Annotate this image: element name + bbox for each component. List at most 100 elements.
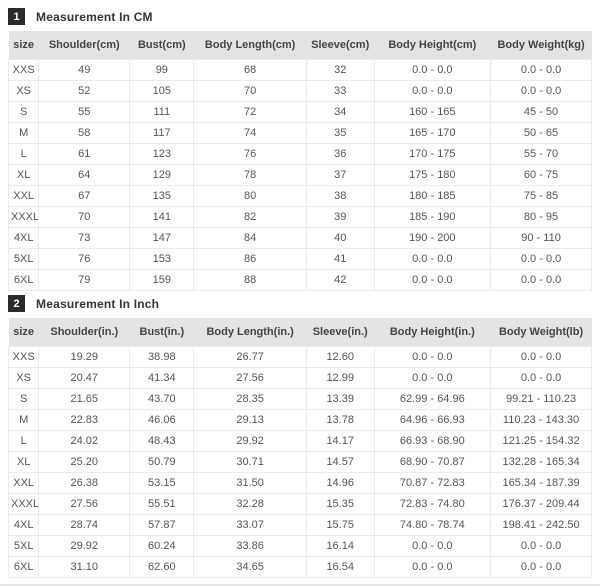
value-cell: 0.0 - 0.0	[373, 535, 492, 557]
size-cell: XXXL	[7, 206, 40, 228]
table-row: 4XL 28.74 57.87 33.07 15.75 74.80 - 78.74 198.…	[7, 514, 592, 536]
value-cell: 99.21 - 110.23	[490, 388, 592, 410]
size-cell: XS	[7, 80, 40, 102]
column-header: Body Length(in.)	[193, 318, 307, 347]
value-cell: 0.0 - 0.0	[490, 269, 592, 291]
value-cell: 31.50	[193, 472, 307, 494]
value-cell: 22.83	[38, 409, 131, 431]
value-cell: 76	[193, 143, 307, 165]
value-cell: 165.34 - 187.39	[490, 472, 592, 494]
table-row: M 22.83 46.06 29.13 13.78 64.96 - 66.93 110.23…	[7, 409, 592, 431]
value-cell: 40	[305, 227, 375, 249]
table-row: XXS 49 99 68 32 0.0 - 0.0 0.0 - 0.0	[7, 59, 592, 81]
size-cell: M	[7, 122, 40, 144]
value-cell: 111	[129, 101, 195, 123]
value-cell: 160 - 165	[373, 101, 492, 123]
column-header: Sleeve(cm)	[306, 31, 375, 60]
value-cell: 34	[305, 101, 375, 123]
value-cell: 0.0 - 0.0	[490, 367, 592, 389]
size-cell: S	[7, 388, 40, 410]
value-cell: 29.92	[193, 430, 307, 452]
value-cell: 84	[193, 227, 307, 249]
section-number-badge: 1	[8, 8, 25, 25]
size-cell: XS	[7, 367, 40, 389]
value-cell: 141	[129, 206, 195, 228]
value-cell: 38.98	[129, 346, 195, 368]
value-cell: 20.47	[38, 367, 131, 389]
value-cell: 68.90 - 70.87	[373, 451, 492, 473]
value-cell: 72.83 - 74.80	[373, 493, 492, 515]
value-cell: 73	[38, 227, 131, 249]
size-cell: XXL	[7, 185, 40, 207]
table-row: S 21.65 43.70 28.35 13.39 62.99 - 64.96 99.21 …	[7, 388, 592, 410]
value-cell: 75 - 85	[490, 185, 592, 207]
value-cell: 43.70	[129, 388, 195, 410]
value-cell: 16.54	[305, 556, 375, 578]
value-cell: 38	[305, 185, 375, 207]
value-cell: 153	[129, 248, 195, 270]
value-cell: 74	[193, 122, 307, 144]
value-cell: 29.92	[38, 535, 131, 557]
column-header: Shoulder(cm)	[38, 31, 130, 60]
value-cell: 61	[38, 143, 131, 165]
value-cell: 29.13	[193, 409, 307, 431]
value-cell: 0.0 - 0.0	[490, 346, 592, 368]
value-cell: 72	[193, 101, 307, 123]
value-cell: 15.35	[305, 493, 375, 515]
table-row: XL 64 129 78 37 175 - 180 60 - 75	[7, 164, 592, 186]
value-cell: 147	[129, 227, 195, 249]
value-cell: 34.65	[193, 556, 307, 578]
table-row: XS 20.47 41.34 27.56 12.99 0.0 - 0.0 0.0 - 0.0	[7, 367, 592, 389]
column-header: size	[8, 318, 39, 347]
value-cell: 14.57	[305, 451, 375, 473]
size-cell: S	[7, 101, 40, 123]
size-cell: 5XL	[7, 248, 40, 270]
value-cell: 86	[193, 248, 307, 270]
size-cell: XXXL	[7, 493, 40, 515]
value-cell: 0.0 - 0.0	[373, 367, 492, 389]
value-cell: 99	[129, 59, 195, 81]
size-cell: 4XL	[7, 514, 40, 536]
column-header: Body Weight(kg)	[490, 31, 592, 60]
value-cell: 170 - 175	[373, 143, 492, 165]
size-cell: XL	[7, 451, 40, 473]
value-cell: 13.39	[305, 388, 375, 410]
value-cell: 74.80 - 78.74	[373, 514, 492, 536]
table-row: 5XL 76 153 86 41 0.0 - 0.0 0.0 - 0.0	[7, 248, 592, 270]
value-cell: 0.0 - 0.0	[373, 346, 492, 368]
table-header-row: size Shoulder(cm) Bust(cm) Body Length(cm) S…	[8, 31, 592, 60]
size-cell: XXS	[7, 346, 40, 368]
size-table: size Shoulder(cm) Bust(cm) Body Length(cm) S…	[7, 31, 592, 291]
value-cell: 39	[305, 206, 375, 228]
value-cell: 55.51	[129, 493, 195, 515]
value-cell: 15.75	[305, 514, 375, 536]
column-header: Body Weight(lb)	[490, 318, 592, 347]
value-cell: 27.56	[38, 493, 131, 515]
value-cell: 46.06	[129, 409, 195, 431]
value-cell: 0.0 - 0.0	[490, 59, 592, 81]
column-header: Body Length(cm)	[193, 31, 307, 60]
value-cell: 49	[38, 59, 131, 81]
table-row: M 58 117 74 35 165 - 170 50 - 65	[7, 122, 592, 144]
size-cell: L	[7, 143, 40, 165]
value-cell: 0.0 - 0.0	[373, 556, 492, 578]
value-cell: 70	[193, 80, 307, 102]
table-body: XXS 19.29 38.98 26.77 12.60 0.0 - 0.0 0.0 - 0.…	[7, 346, 592, 578]
value-cell: 45 - 50	[490, 101, 592, 123]
value-cell: 68	[193, 59, 307, 81]
value-cell: 19.29	[38, 346, 131, 368]
value-cell: 180 - 185	[373, 185, 492, 207]
value-cell: 32.28	[193, 493, 307, 515]
size-cell: 4XL	[7, 227, 40, 249]
value-cell: 78	[193, 164, 307, 186]
value-cell: 0.0 - 0.0	[373, 80, 492, 102]
value-cell: 16.14	[305, 535, 375, 557]
value-cell: 60 - 75	[490, 164, 592, 186]
value-cell: 70.87 - 72.83	[373, 472, 492, 494]
value-cell: 80	[193, 185, 307, 207]
value-cell: 62.60	[129, 556, 195, 578]
table-row: 5XL 29.92 60.24 33.86 16.14 0.0 - 0.0 0.0 - 0.…	[7, 535, 592, 557]
measurement-section: 2 Measurement In Inch size Shoulder(in.) B…	[7, 291, 592, 578]
section-title: 2 Measurement In Inch	[8, 291, 592, 318]
